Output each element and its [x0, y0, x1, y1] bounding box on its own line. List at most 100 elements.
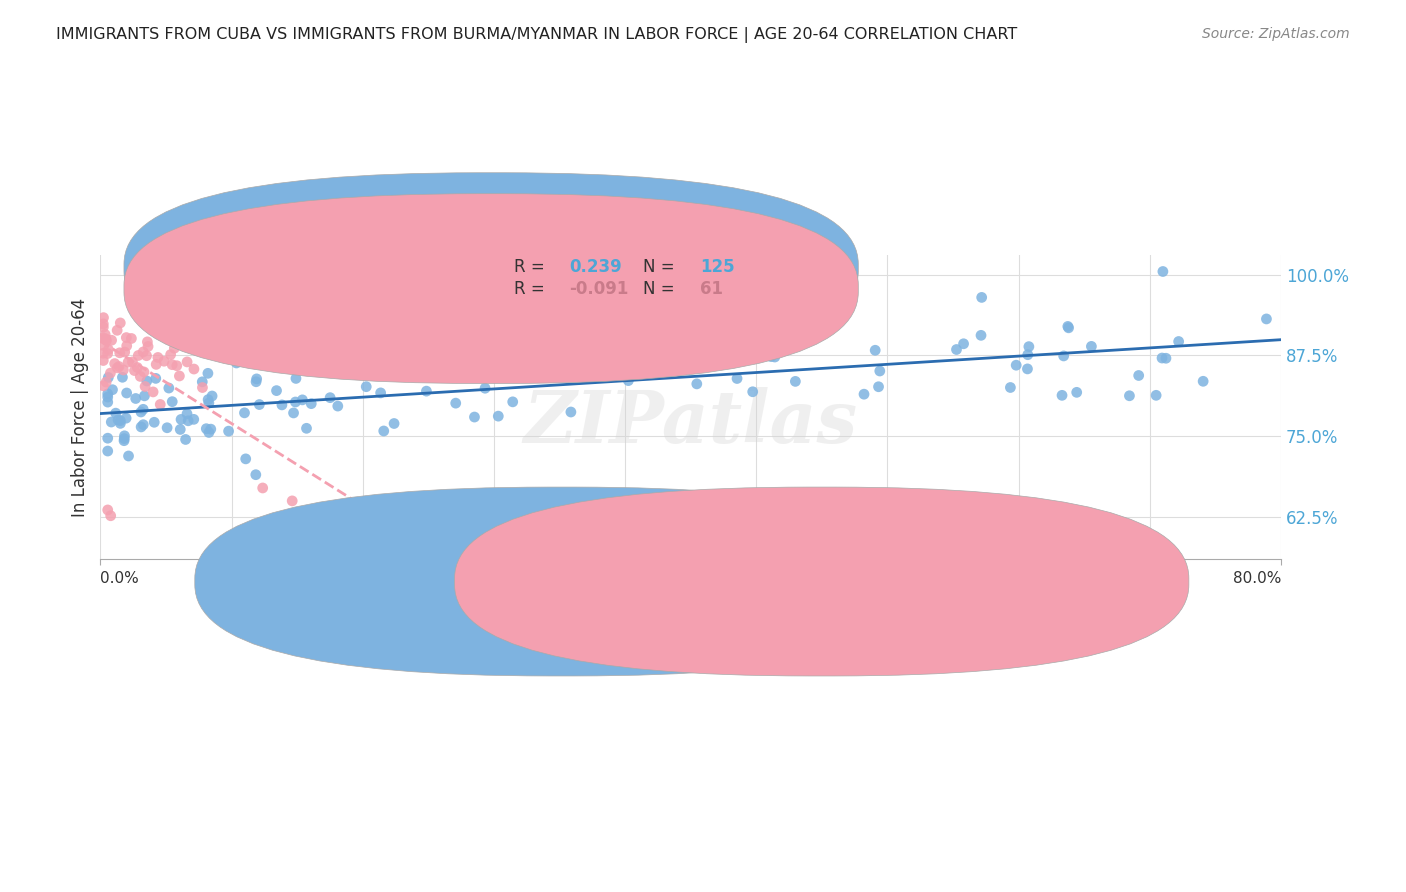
- Point: [326, 399, 349, 413]
- Point: [319, 391, 342, 405]
- Point: [1080, 339, 1102, 353]
- Text: 0.0%: 0.0%: [100, 571, 139, 586]
- Point: [96, 375, 118, 389]
- Point: [1056, 319, 1078, 334]
- FancyBboxPatch shape: [124, 173, 858, 362]
- Point: [1256, 312, 1278, 326]
- Point: [484, 364, 506, 378]
- Text: 125: 125: [700, 258, 735, 277]
- Point: [1017, 362, 1039, 376]
- Text: Immigrants from Burma/Myanmar: Immigrants from Burma/Myanmar: [844, 571, 1105, 586]
- Point: [741, 384, 763, 399]
- Point: [266, 384, 288, 398]
- Point: [110, 316, 132, 330]
- Point: [108, 346, 131, 360]
- Point: [135, 349, 157, 363]
- Point: [100, 333, 122, 347]
- Point: [198, 396, 221, 410]
- Point: [1017, 348, 1039, 362]
- Point: [143, 415, 166, 429]
- Point: [108, 359, 131, 374]
- Point: [686, 376, 709, 391]
- Point: [97, 444, 120, 458]
- Point: [127, 349, 149, 363]
- Point: [117, 449, 139, 463]
- Point: [283, 406, 305, 420]
- Point: [284, 371, 307, 385]
- Point: [100, 366, 122, 380]
- Point: [1150, 351, 1173, 365]
- Point: [91, 379, 114, 393]
- Point: [1128, 368, 1150, 383]
- Point: [97, 390, 120, 404]
- Point: [100, 508, 122, 523]
- Point: [110, 417, 132, 431]
- Point: [382, 417, 405, 431]
- Point: [183, 412, 205, 426]
- Point: [1192, 374, 1215, 388]
- Point: [869, 364, 891, 378]
- Point: [97, 395, 120, 409]
- Point: [284, 395, 307, 409]
- Point: [1053, 349, 1076, 363]
- Point: [291, 392, 314, 407]
- Point: [169, 422, 191, 436]
- Point: [863, 343, 886, 358]
- Point: [110, 414, 132, 428]
- Point: [474, 381, 496, 395]
- Text: 61: 61: [700, 280, 723, 298]
- Point: [1057, 321, 1080, 335]
- Point: [281, 494, 304, 508]
- Point: [177, 414, 200, 428]
- Point: [112, 363, 135, 377]
- Point: [247, 398, 270, 412]
- Point: [135, 303, 157, 318]
- Point: [245, 375, 267, 389]
- Point: [191, 375, 214, 389]
- Point: [162, 394, 184, 409]
- Text: 0.239: 0.239: [569, 258, 621, 277]
- Point: [1005, 358, 1028, 372]
- Point: [94, 327, 117, 342]
- Point: [201, 389, 224, 403]
- Point: [97, 387, 120, 401]
- Point: [114, 429, 136, 443]
- Point: [486, 409, 509, 424]
- Point: [132, 345, 155, 359]
- Point: [295, 421, 318, 435]
- Point: [197, 367, 219, 381]
- Point: [136, 339, 159, 353]
- Text: 80.0%: 80.0%: [1233, 571, 1281, 586]
- Point: [157, 381, 180, 395]
- Point: [710, 356, 733, 370]
- Point: [416, 363, 439, 377]
- Text: N =: N =: [644, 280, 686, 298]
- FancyBboxPatch shape: [460, 257, 814, 298]
- Point: [444, 396, 467, 410]
- Point: [617, 374, 640, 388]
- Point: [149, 397, 172, 411]
- Point: [370, 385, 392, 400]
- Point: [373, 424, 395, 438]
- Point: [135, 374, 157, 388]
- Point: [104, 357, 127, 371]
- Point: [508, 354, 530, 368]
- Point: [129, 420, 152, 434]
- Text: R =: R =: [513, 280, 550, 298]
- Point: [97, 503, 120, 517]
- Point: [153, 354, 176, 368]
- Point: [176, 407, 198, 421]
- Point: [91, 353, 114, 368]
- Point: [93, 310, 115, 325]
- Point: [785, 375, 807, 389]
- Point: [142, 384, 165, 399]
- Point: [174, 433, 197, 447]
- Point: [225, 356, 247, 370]
- Text: IMMIGRANTS FROM CUBA VS IMMIGRANTS FROM BURMA/MYANMAR IN LABOR FORCE | AGE 20-64: IMMIGRANTS FROM CUBA VS IMMIGRANTS FROM …: [56, 27, 1018, 43]
- Point: [759, 350, 782, 364]
- Point: [145, 371, 167, 385]
- Point: [107, 413, 129, 427]
- Point: [439, 343, 461, 358]
- Point: [195, 422, 218, 436]
- Point: [440, 352, 463, 367]
